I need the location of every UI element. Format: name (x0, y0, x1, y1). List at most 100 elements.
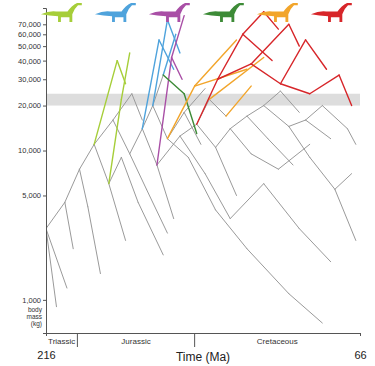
tree-branch (230, 129, 251, 154)
clade-silhouette (257, 3, 298, 22)
x-tick-mark (46, 333, 47, 336)
y-tick: 5,000 (22, 191, 46, 200)
clade-silhouette (203, 3, 244, 22)
y-axis-title-word: mass (26, 313, 42, 320)
clade-silhouette (41, 3, 82, 22)
y-tick: 1,000 (22, 296, 46, 305)
tree-branch (197, 79, 218, 124)
clade-silhouette (311, 3, 352, 22)
tree-branch (130, 129, 143, 154)
tree-branch (280, 91, 299, 112)
y-tick-label: 60,000 (18, 30, 41, 39)
tree-branch (280, 40, 305, 84)
tree-branch (322, 106, 347, 129)
shaded-band (46, 94, 360, 106)
tree-branch (209, 99, 226, 116)
y-tick: 70,000 (18, 20, 46, 29)
tree-branch (251, 154, 278, 169)
tree-branch (109, 184, 126, 241)
tree-branch (46, 229, 67, 288)
tree-branch (142, 129, 157, 165)
tree-branch (264, 106, 289, 127)
tree-branch (172, 57, 182, 79)
chart-container: 1,0005,00010,00020,00030,00040,00050,000… (0, 0, 375, 366)
tree-branch (247, 106, 264, 117)
tree-branch (121, 157, 138, 202)
tree-branch (339, 75, 352, 105)
tree-branch (79, 169, 87, 207)
tree-branch (247, 249, 289, 294)
y-tick: 60,000 (18, 30, 46, 39)
period-boundary (194, 333, 195, 347)
tree-branch (218, 34, 243, 79)
tree-branch (109, 99, 122, 183)
tree-branch (46, 229, 56, 307)
period-boundary (77, 333, 78, 347)
y-tick-label: 10,000 (18, 146, 41, 155)
period-label: Triassic (48, 337, 75, 346)
x-tick-label: 66 (354, 349, 366, 361)
tree-branch (216, 129, 231, 148)
y-tick: 20,000 (18, 101, 46, 110)
tree-branch (289, 294, 322, 323)
tree-branch (230, 184, 263, 219)
tree-branch (195, 40, 237, 86)
period-bar: Triassic Jurassic Cretaceous (48, 333, 298, 347)
tree-branch (216, 210, 247, 249)
tree-branch (153, 20, 168, 106)
tree-branch (335, 189, 356, 240)
period-label: Jurassic (121, 337, 150, 346)
y-tick-label: 30,000 (18, 75, 41, 84)
tree-branch (146, 189, 167, 233)
period-label: Cretaceous (257, 337, 298, 346)
y-tick-mark (43, 106, 46, 107)
tree-branch (216, 147, 237, 195)
tree-branch (347, 129, 355, 145)
tree-branch (188, 157, 215, 210)
tree-branch (289, 120, 306, 126)
x-tick: 66 (354, 333, 366, 361)
tree-branch (243, 12, 264, 35)
tree-branch (184, 94, 197, 134)
y-tick: 10,000 (18, 146, 46, 155)
tree-branch (306, 120, 331, 139)
x-tick-label: 216 (37, 349, 55, 361)
tree-branch (153, 106, 168, 139)
y-axis-line (43, 9, 47, 334)
y-tick-label: 20,000 (18, 101, 41, 110)
y-tick-label: 1,000 (22, 296, 41, 305)
tree-branch (268, 139, 293, 165)
y-tick-mark (43, 61, 46, 62)
y-tick-mark (43, 34, 46, 35)
y-tick-label: 5,000 (22, 191, 41, 200)
tree-branch (278, 144, 309, 169)
tree-branch (88, 207, 101, 274)
tree-branch (94, 61, 117, 145)
tree-branch (180, 136, 205, 174)
y-axis-title-word: (kg) (31, 320, 42, 328)
y-tick-label: 40,000 (18, 56, 41, 65)
tree-branch (218, 64, 251, 79)
y-tick-mark (43, 79, 46, 80)
tree-branch (310, 75, 339, 94)
y-tick-mark (43, 46, 46, 47)
y-axis-title: bodymass(kg) (26, 306, 42, 328)
tree-branch (306, 106, 323, 120)
tree-branch (197, 124, 216, 147)
tree-branch (251, 24, 289, 64)
tree-branch (230, 116, 247, 129)
tree-branch (280, 84, 309, 94)
tree-branch (306, 40, 327, 69)
x-axis-title: Time (Ma) (176, 350, 230, 364)
tree-branch (251, 64, 280, 84)
chart-svg: 1,0005,00010,00020,00030,00040,00050,000… (0, 0, 375, 366)
tree-branch (79, 144, 94, 169)
clade-silhouette (95, 3, 136, 22)
tree-branch (264, 184, 300, 229)
tree-branch (157, 57, 172, 165)
clade-icons (41, 3, 352, 22)
clade-silhouette (149, 3, 190, 22)
tree-branch (121, 53, 129, 99)
tree-branch (65, 169, 80, 202)
tree-branch (184, 112, 201, 144)
